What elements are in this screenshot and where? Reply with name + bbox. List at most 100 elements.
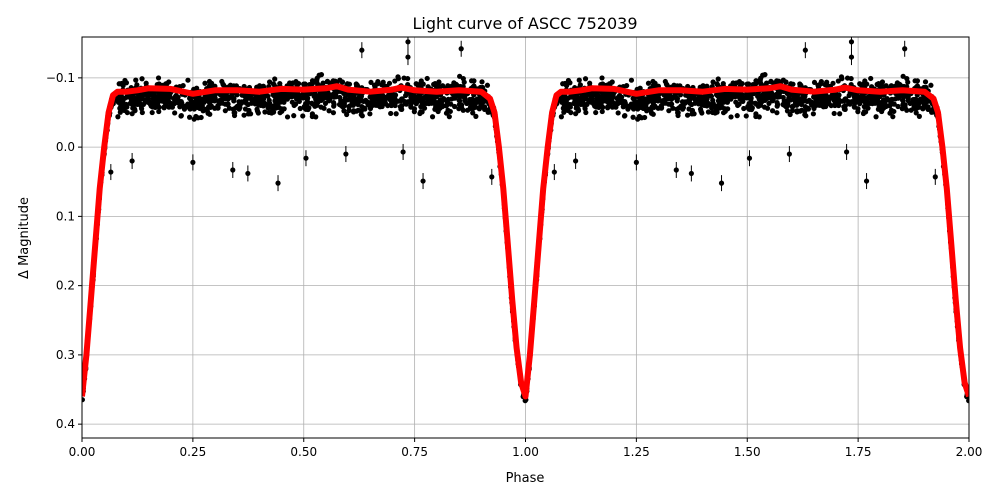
- data-point: [774, 110, 780, 116]
- data-point: [336, 101, 343, 108]
- data-point: [582, 76, 589, 82]
- data-point: [187, 102, 193, 109]
- data-point: [151, 101, 158, 108]
- outlier-point: [190, 159, 196, 165]
- data-point: [279, 106, 285, 112]
- data-point: [180, 82, 186, 89]
- outlier-point: [633, 159, 639, 165]
- data-point: [595, 101, 601, 108]
- data-point: [237, 105, 243, 111]
- data-point: [645, 80, 652, 86]
- outlier-point: [420, 178, 426, 184]
- data-point: [865, 105, 871, 111]
- data-point: [375, 100, 382, 106]
- data-point: [462, 98, 468, 104]
- data-point: [273, 103, 279, 109]
- data-point: [331, 101, 337, 108]
- data-point: [473, 113, 479, 119]
- data-point: [578, 101, 584, 108]
- data-point: [783, 79, 789, 85]
- data-point: [163, 81, 169, 87]
- outlier-point: [688, 170, 694, 177]
- data-point: [120, 83, 126, 89]
- data-point: [914, 78, 921, 84]
- data-point: [786, 95, 792, 101]
- outlier-point: [129, 158, 135, 164]
- data-point: [616, 95, 622, 101]
- data-point: [459, 102, 465, 108]
- data-point: [707, 101, 713, 107]
- data-point: [704, 96, 710, 102]
- data-point: [714, 81, 720, 87]
- data-point: [581, 96, 587, 102]
- data-point: [172, 110, 178, 116]
- data-point: [728, 114, 734, 120]
- y-tick-label: −0.1: [46, 71, 75, 85]
- data-point: [620, 104, 626, 110]
- data-point: [197, 105, 203, 111]
- data-point: [802, 108, 808, 114]
- data-point: [747, 95, 753, 101]
- data-point: [753, 111, 759, 117]
- data-point: [140, 92, 146, 98]
- data-point: [568, 109, 574, 116]
- data-point: [758, 81, 764, 87]
- data-point: [408, 103, 414, 110]
- data-point: [605, 105, 611, 111]
- data-point: [445, 108, 451, 114]
- data-point: [724, 98, 730, 104]
- data-point: [286, 94, 292, 100]
- outlier-point: [932, 174, 938, 180]
- data-point: [139, 109, 145, 116]
- data-point: [291, 113, 297, 119]
- data-point: [457, 73, 463, 79]
- data-point: [652, 103, 658, 109]
- data-point: [774, 101, 781, 108]
- data-point: [561, 106, 567, 112]
- data-point: [680, 105, 687, 111]
- data-point: [848, 75, 854, 82]
- data-point: [421, 100, 427, 107]
- data-point: [922, 79, 929, 85]
- data-point: [925, 104, 931, 110]
- data-point: [839, 76, 845, 82]
- data-point: [186, 114, 193, 120]
- data-point: [429, 114, 436, 120]
- data-point: [270, 81, 277, 87]
- data-point: [831, 110, 837, 117]
- data-point: [314, 98, 320, 104]
- data-point: [138, 96, 144, 102]
- data-point: [583, 92, 589, 98]
- data-point: [736, 79, 743, 85]
- data-point: [145, 99, 151, 105]
- x-tick-label: 0.25: [180, 445, 207, 459]
- data-point: [187, 95, 193, 101]
- data-point: [322, 92, 328, 99]
- data-point: [567, 80, 573, 86]
- outlier-point: [343, 151, 349, 157]
- y-axis-label: Δ Magnitude: [17, 197, 32, 279]
- data-point: [161, 105, 167, 111]
- x-tick-label: 2.00: [956, 445, 983, 459]
- data-point: [889, 108, 895, 114]
- data-point: [811, 79, 818, 86]
- data-point: [367, 111, 373, 117]
- data-point: [615, 110, 621, 116]
- data-point: [876, 83, 882, 89]
- data-point: [825, 95, 832, 102]
- data-point: [326, 108, 332, 114]
- data-point: [682, 99, 688, 105]
- data-point: [358, 93, 364, 99]
- data-point: [683, 92, 689, 98]
- data-point: [215, 105, 221, 111]
- data-point: [320, 80, 326, 86]
- data-point: [677, 92, 684, 98]
- chart-title: Light curve of ASCC 752039: [412, 14, 637, 33]
- data-point: [433, 83, 439, 89]
- data-point: [857, 101, 863, 107]
- data-point: [624, 82, 630, 89]
- data-point: [582, 106, 588, 112]
- data-point: [714, 109, 720, 115]
- data-point: [622, 112, 628, 119]
- data-point: [888, 83, 894, 89]
